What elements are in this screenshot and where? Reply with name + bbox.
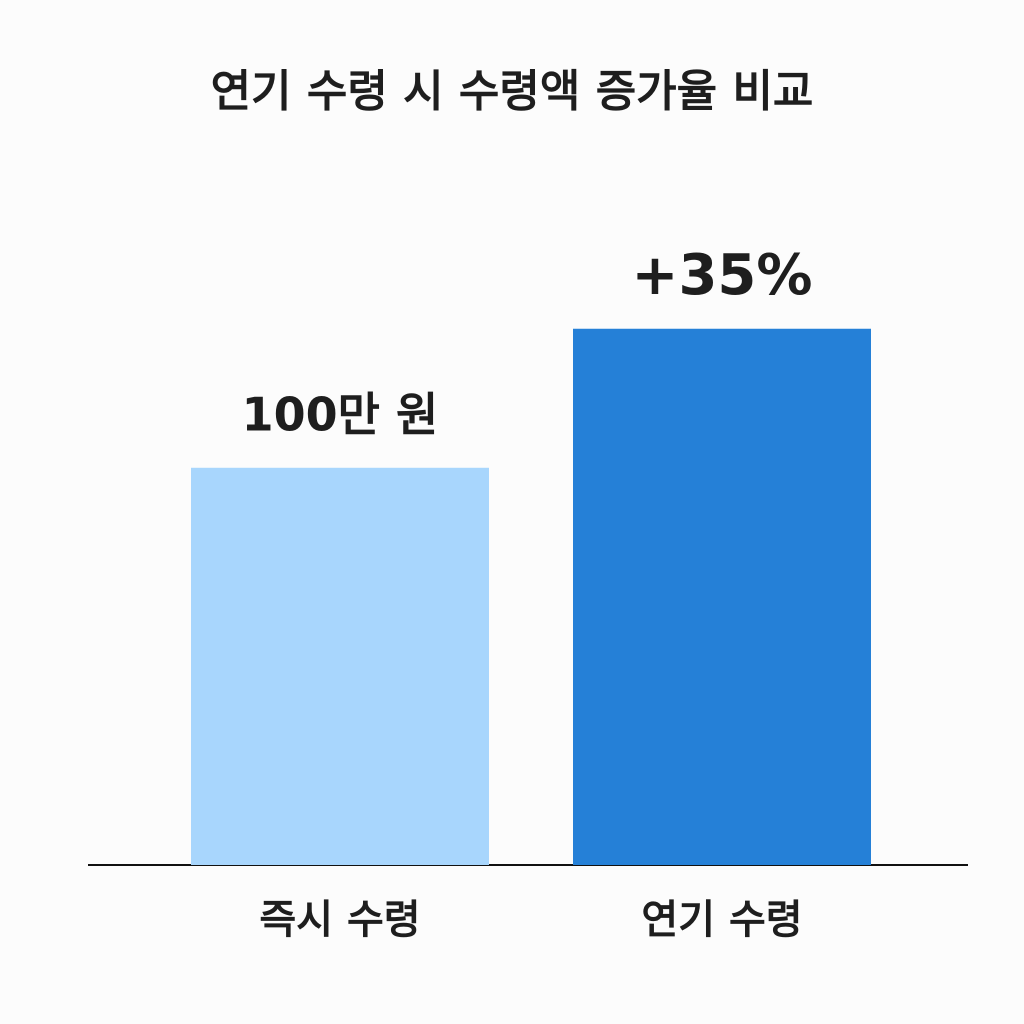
chart-title: 연기 수령 시 수령액 증가율 비교 bbox=[211, 66, 814, 117]
value-label: +35% bbox=[632, 243, 813, 308]
bar bbox=[573, 328, 871, 865]
bar bbox=[191, 467, 489, 865]
x-tick-label: 즉시 수령 bbox=[259, 897, 420, 943]
value-label: 100만 원 bbox=[242, 387, 439, 441]
x-tick-label: 연기 수령 bbox=[641, 897, 802, 943]
